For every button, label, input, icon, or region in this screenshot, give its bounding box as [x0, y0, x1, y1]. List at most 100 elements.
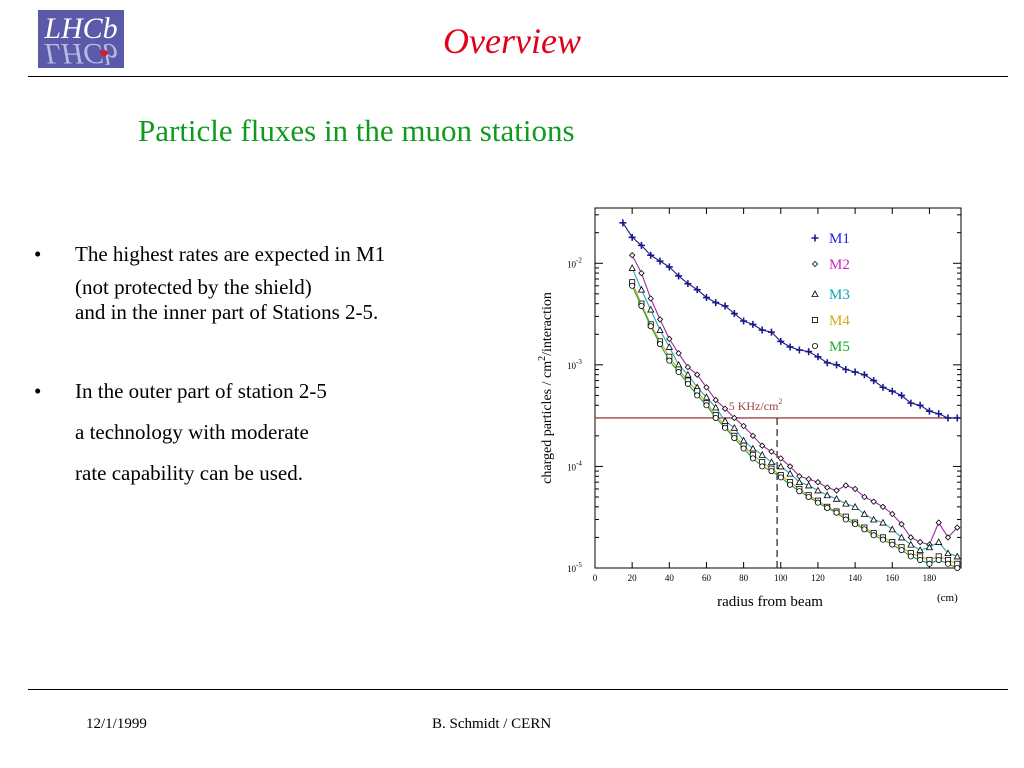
data-point-m1	[907, 399, 915, 407]
data-point-m2	[656, 316, 664, 323]
data-point-m2	[694, 371, 701, 378]
threshold-label: 5 KHz/cm2	[729, 397, 783, 413]
data-point-m2	[889, 510, 896, 518]
data-point-m1	[767, 328, 775, 336]
data-point-m5	[935, 556, 942, 563]
data-point-m5	[842, 516, 849, 523]
data-point-m3	[888, 525, 896, 533]
data-point-m5	[740, 445, 747, 452]
data-point-m2	[916, 538, 924, 546]
data-point-m5	[805, 493, 812, 500]
data-point-m1	[879, 383, 887, 391]
data-point-m1	[702, 294, 710, 302]
data-point-m1	[814, 353, 822, 361]
header-divider	[28, 76, 1008, 77]
data-point-m1	[953, 414, 961, 422]
threshold-group: 5 KHz/cm2	[595, 397, 961, 568]
data-point-m1	[684, 280, 692, 288]
x-tick-label: 100	[774, 573, 788, 583]
data-point-m2	[879, 503, 887, 511]
data-point-m5	[944, 560, 951, 567]
data-point-m3	[870, 515, 878, 523]
x-tick-label: 140	[848, 573, 862, 583]
data-point-m1	[675, 272, 683, 280]
legend-label-m5: M5	[829, 339, 850, 355]
data-point-m2	[935, 519, 942, 526]
y-tick-label: 10-3	[567, 358, 582, 371]
series-line-m1	[622, 222, 958, 419]
data-point-m5	[787, 481, 794, 488]
data-point-m1	[860, 371, 868, 379]
data-point-m2	[907, 534, 915, 541]
bullet-line: (not protected by the shield)	[75, 275, 312, 299]
data-point-m3	[907, 540, 915, 548]
data-point-m5	[926, 560, 933, 567]
data-point-m3	[637, 285, 646, 293]
data-point-m2	[666, 335, 673, 343]
data-point-m2	[740, 422, 747, 430]
bullet-line: rate capability can be used.	[75, 461, 303, 485]
data-point-m2	[712, 396, 719, 404]
data-point-m2	[777, 455, 784, 462]
data-point-m2	[954, 524, 961, 531]
data-point-m5	[638, 302, 645, 309]
logo-text: LHCb	[44, 12, 118, 45]
data-point-m1	[749, 320, 757, 328]
data-point-m2	[842, 482, 849, 489]
x-tick-label: 0	[593, 573, 598, 583]
data-point-m2	[898, 521, 905, 528]
data-point-m1	[712, 299, 720, 307]
data-point-m5	[675, 369, 682, 376]
bullet-item: • The highest rates are expected in M1 (…	[34, 242, 514, 325]
data-point-m1	[628, 233, 636, 241]
data-point-m2	[749, 432, 757, 440]
flux-chart: 0 20 40 60 80 100 120 140 160 180 10-2 10-3 10-4 10-5…	[537, 207, 962, 610]
data-point-m2	[786, 463, 794, 470]
data-point-m3	[944, 549, 952, 557]
y-axis-label-sup: 2	[537, 356, 548, 361]
x-tick-label: 180	[923, 573, 937, 583]
data-point-m5	[870, 532, 877, 539]
data-point-m5	[629, 282, 636, 289]
data-point-m2	[805, 475, 812, 483]
data-point-m2	[870, 498, 877, 505]
y-tick-label: 10-4	[567, 459, 582, 472]
legend-marker-m2	[811, 260, 819, 268]
data-point-m3	[712, 403, 720, 411]
series-line-m2	[631, 254, 958, 546]
legend-marker-m4	[811, 317, 818, 324]
data-point-m5	[694, 392, 701, 399]
footer-author: B. Schmidt / CERN	[432, 716, 552, 732]
data-point-m3	[702, 393, 711, 401]
data-point-m2	[703, 384, 710, 391]
data-point-m5	[703, 402, 710, 409]
data-point-m2	[861, 493, 868, 501]
data-point-m3	[860, 510, 869, 517]
bullet-dot: •	[34, 242, 42, 266]
bullet-line: The highest rates are expected in M1	[75, 242, 386, 266]
data-point-m3	[628, 264, 636, 271]
bullet-item: • In the outer part of station 2-5 a tec…	[34, 379, 514, 486]
bullet-list: • The highest rates are expected in M1 (…	[34, 230, 514, 486]
plot-frame	[594, 207, 962, 569]
y-axis-label-text: charged particles / cm	[540, 361, 555, 484]
page-title: Overview	[443, 21, 581, 61]
data-point-m1	[721, 302, 729, 310]
data-point-m1	[851, 368, 859, 376]
logo-dot	[100, 50, 108, 56]
data-point-m5	[954, 564, 961, 571]
data-point-m5	[879, 536, 886, 543]
data-point-m1	[833, 361, 841, 369]
legend-marker-m3	[811, 290, 819, 297]
data-point-m5	[898, 547, 905, 554]
data-point-m5	[712, 414, 719, 421]
data-point-m2	[944, 534, 952, 541]
x-tick-label: 80	[739, 573, 749, 583]
data-point-m5	[657, 341, 664, 348]
data-point-m3	[925, 543, 934, 551]
series-m1	[619, 219, 961, 422]
data-point-m3	[953, 552, 961, 560]
series-line-m4	[631, 282, 958, 565]
data-point-m2	[759, 442, 766, 449]
data-point-m1	[795, 346, 803, 354]
